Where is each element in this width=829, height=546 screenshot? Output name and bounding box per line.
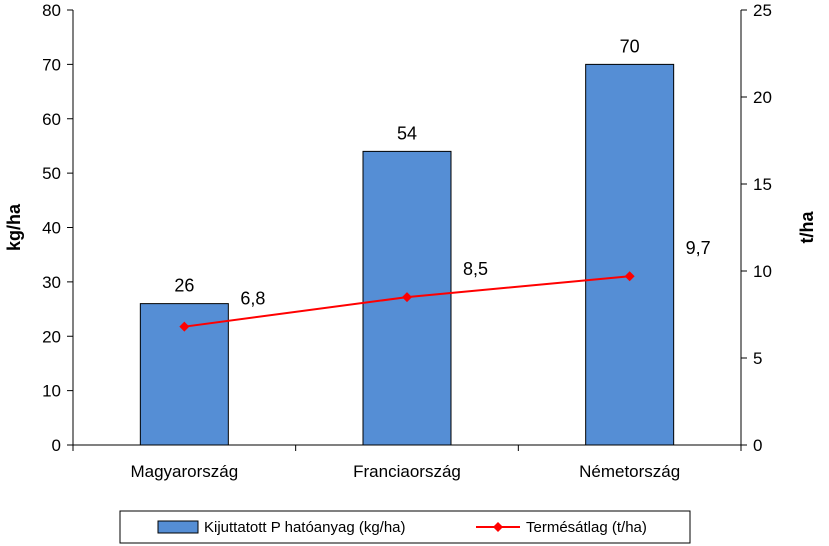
- line-point-marker: [179, 321, 190, 332]
- bar-data-label: 26: [174, 276, 194, 296]
- y-right-tick-label: 5: [753, 349, 762, 368]
- legend-label-line: Termésátlag (t/ha): [526, 519, 647, 536]
- y-left-tick-label: 60: [42, 110, 61, 129]
- line-data-label: 8,5: [463, 259, 488, 279]
- bar: [362, 150, 452, 446]
- line-point-marker: [624, 271, 635, 282]
- line-point-marker: [402, 292, 412, 303]
- bar-data-label: 70: [620, 36, 640, 56]
- line-data-label: 9,7: [686, 238, 711, 258]
- y-left-tick-label: 20: [42, 327, 61, 346]
- bar-data-label: 54: [397, 123, 417, 143]
- legend-box: [119, 510, 691, 544]
- y-left-tick-label: 0: [52, 436, 61, 455]
- y-left-axis-title: kg/ha: [4, 203, 24, 251]
- y-left-tick-label: 80: [42, 1, 61, 20]
- x-category-label: Németország: [579, 462, 680, 481]
- y-right-tick-label: 20: [753, 88, 772, 107]
- bar: [585, 63, 675, 446]
- legend-swatch-marker: [493, 522, 503, 532]
- y-left-tick-label: 30: [42, 273, 61, 292]
- line-data-label: 6,8: [240, 289, 265, 309]
- legend-label-bar: Kijuttatott P hatóanyag (kg/ha): [204, 519, 406, 536]
- x-category-label: Magyarország: [130, 462, 238, 481]
- y-right-tick-label: 15: [753, 175, 772, 194]
- y-right-axis-title: t/ha: [797, 211, 817, 244]
- y-right-tick-label: 0: [753, 436, 762, 455]
- legend-swatch-bar: [157, 520, 199, 534]
- y-right-tick-label: 10: [753, 262, 772, 281]
- y-right-tick-label: 25: [753, 1, 772, 20]
- y-left-tick-label: 40: [42, 219, 61, 238]
- x-category-label: Franciaország: [353, 462, 461, 481]
- y-left-tick-label: 10: [42, 382, 61, 401]
- y-left-tick-label: 50: [42, 164, 61, 183]
- y-left-tick-label: 70: [42, 55, 61, 74]
